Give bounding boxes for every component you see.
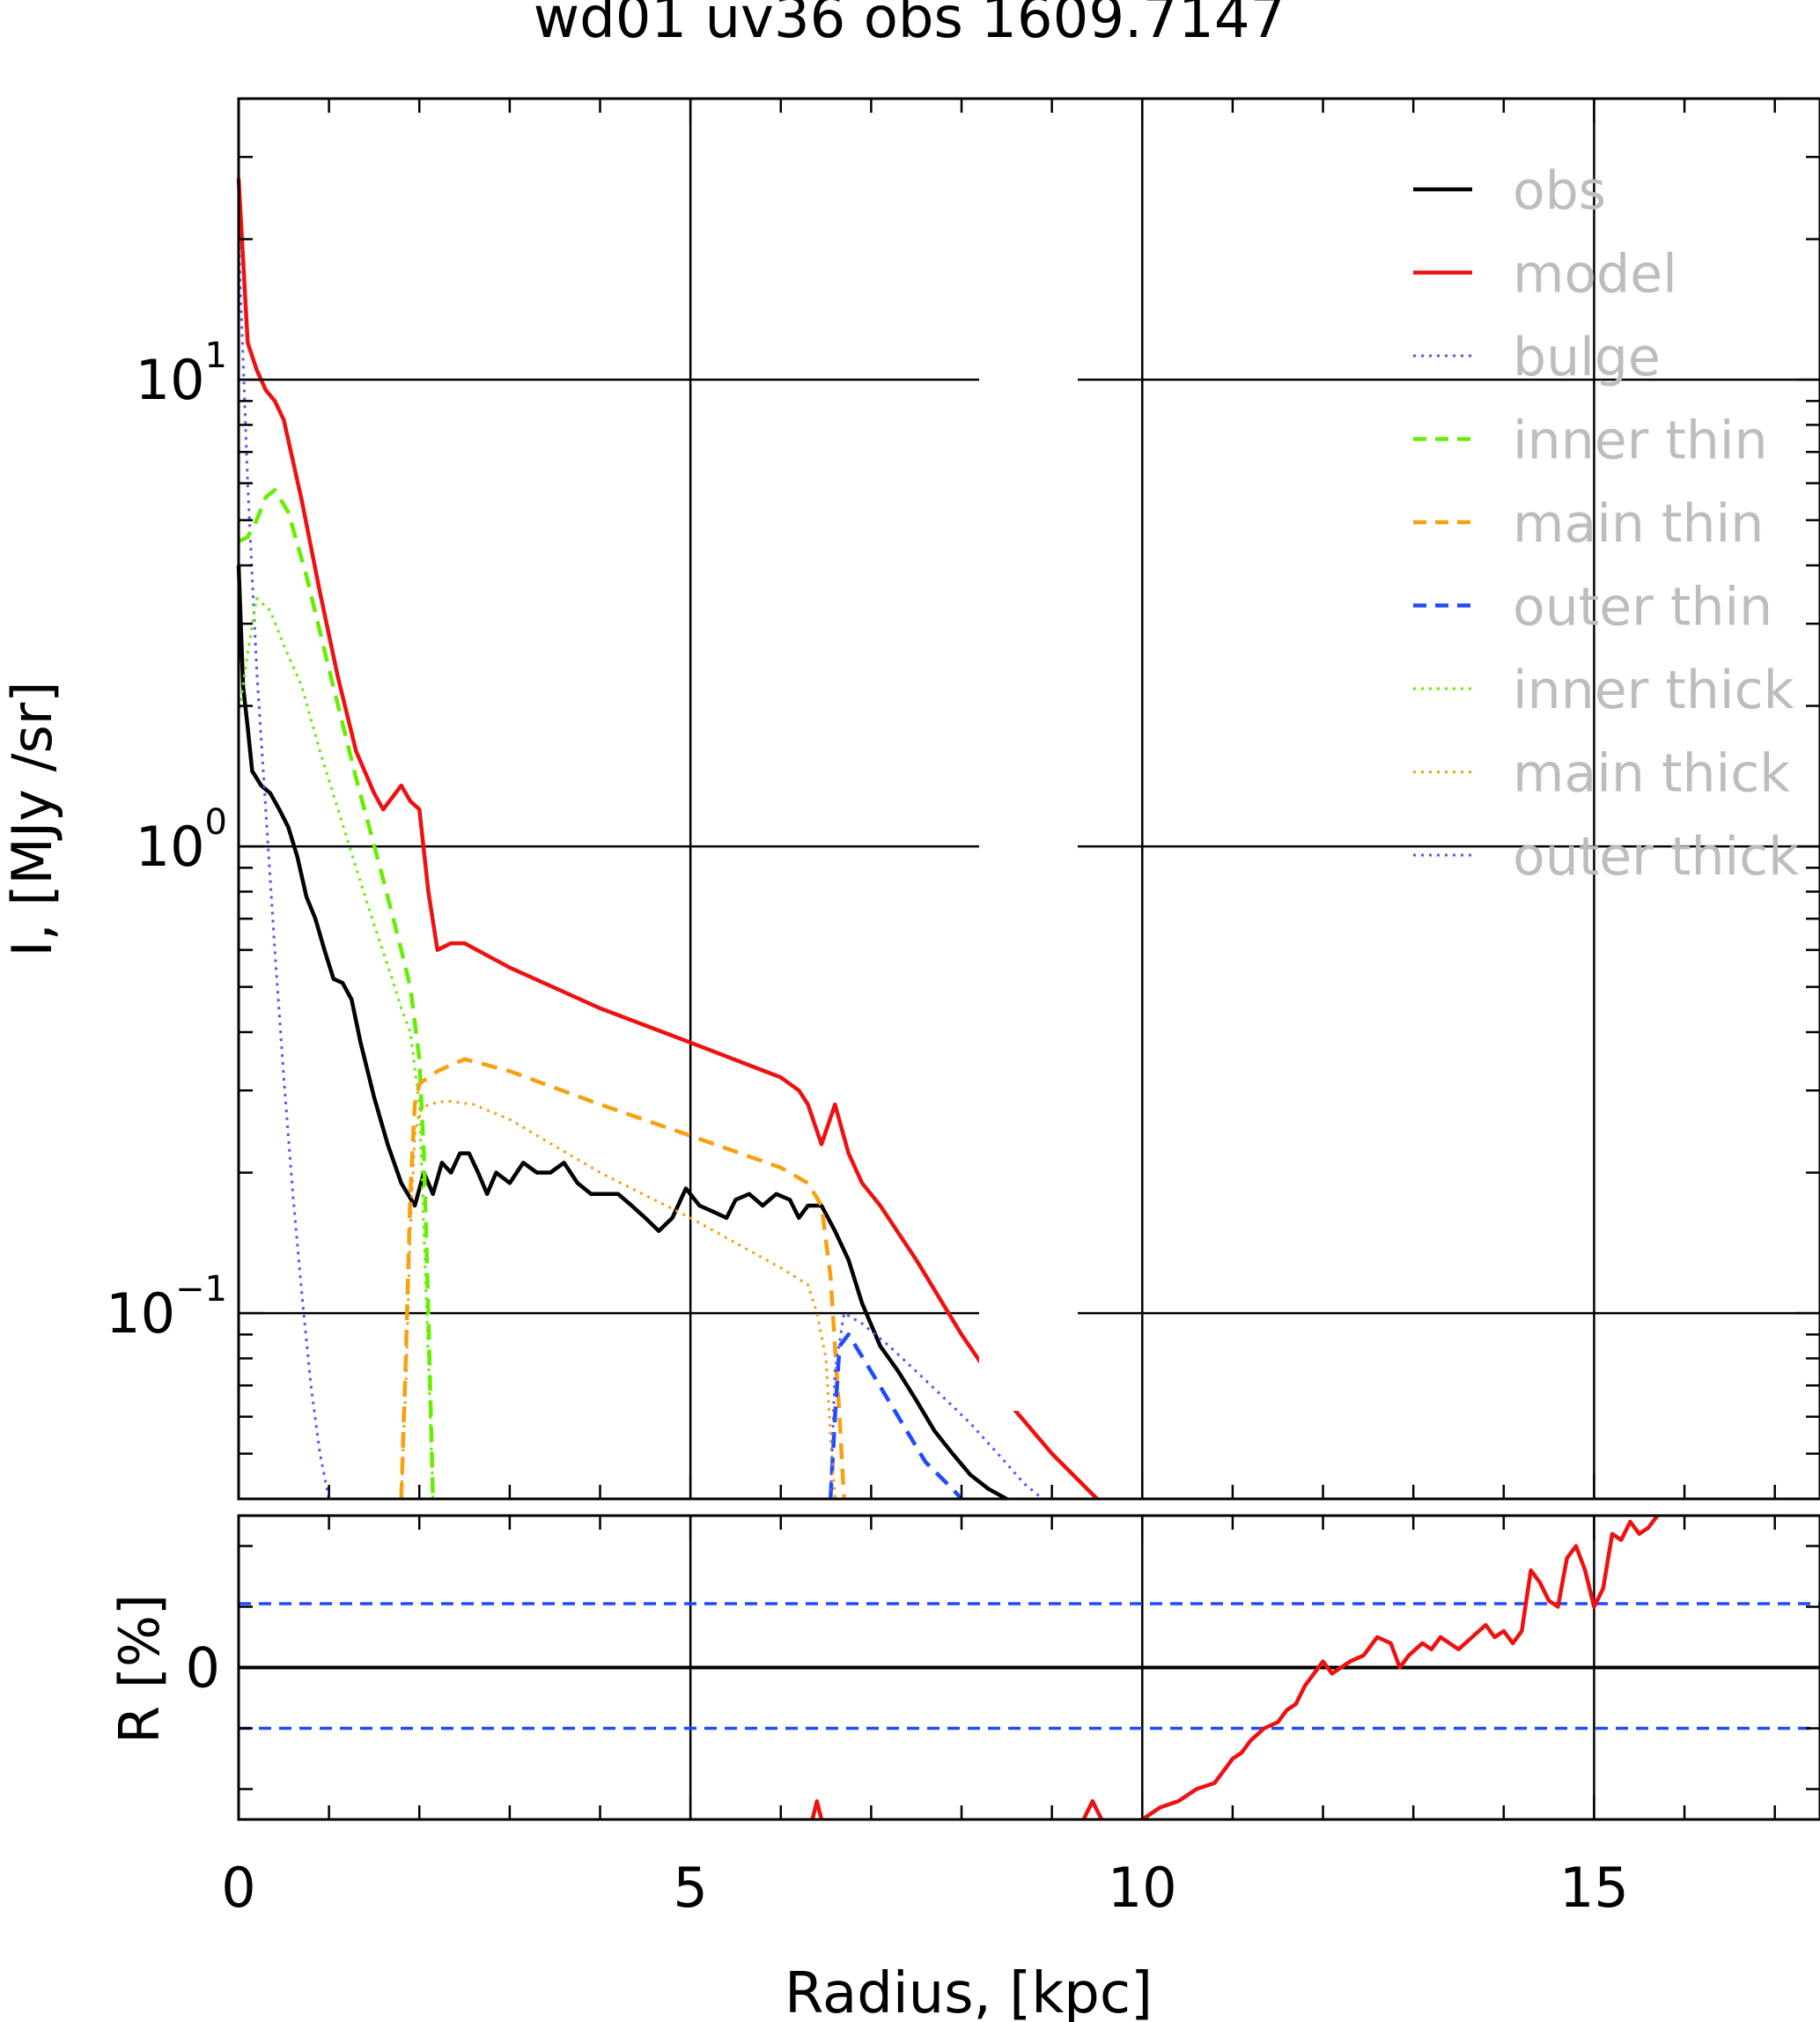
x-tick-label-2: 10 xyxy=(1108,1856,1177,1920)
series-line-main-thin xyxy=(399,1057,846,1500)
x-axis-label: Radius, [kpc] xyxy=(785,1961,1153,2022)
bottom-y-axis-label: R [%] xyxy=(107,1594,172,1744)
series-line-main-thick xyxy=(400,1099,836,1500)
legend-gap xyxy=(979,335,1078,1411)
legend-label-inner-thick: inner thick xyxy=(1513,660,1794,721)
top-panel-series xyxy=(236,178,1099,1501)
legend-label-outer-thick: outer thick xyxy=(1513,826,1799,888)
x-tick-label-1: 5 xyxy=(673,1856,707,1920)
x-tick-labels: 0 5 10 15 xyxy=(221,1856,1629,1920)
series-line-outer-thin xyxy=(828,1332,963,1501)
series-line-inner-thin xyxy=(238,488,435,1500)
series-line-model xyxy=(236,178,1099,1501)
series-line-obs xyxy=(236,565,1008,1501)
legend-label-bulge: bulge xyxy=(1513,327,1661,388)
legend-label-obs: obs xyxy=(1513,160,1606,222)
legend-label-outer-thin: outer thin xyxy=(1513,577,1772,638)
top-y-tick-label-1: 100 xyxy=(136,802,227,879)
bottom-panel-frame xyxy=(237,1514,1820,1821)
top-panel-ticks xyxy=(237,97,1820,1501)
top-panel-y-tick-labels: 101 100 10−1 xyxy=(106,336,227,1346)
bottom-panel-ticks xyxy=(237,1516,1820,1819)
top-panel-frame xyxy=(237,97,1820,1501)
bottom-panel-y-tick-labels: 0 xyxy=(186,1636,220,1701)
legend-label-inner-thin: inner thin xyxy=(1513,410,1768,472)
x-tick-label-3: 15 xyxy=(1559,1856,1629,1920)
top-y-axis-label: I, [MJy /sr] xyxy=(0,682,64,957)
series-line-outer-thick xyxy=(829,1311,1044,1501)
top-y-tick-label-2: 10−1 xyxy=(106,1269,227,1346)
residual-line-segment-2 xyxy=(1141,1516,1660,1819)
legend-label-main-thick: main thick xyxy=(1513,743,1790,805)
residual-line-segment-1 xyxy=(1081,1799,1104,1819)
x-tick-label-0: 0 xyxy=(221,1856,255,1920)
legend-label-main-thin: main thin xyxy=(1513,493,1764,555)
bottom-panel-series xyxy=(810,1516,1660,1819)
legend-label-model: model xyxy=(1513,244,1677,306)
chart-title: wd01 uv36 obs 1609.7147 xyxy=(534,0,1286,51)
residual-line-segment-0 xyxy=(810,1799,824,1819)
top-y-tick-label-0: 101 xyxy=(136,336,227,412)
legend: obs model bulge inner thin main thin outer th… xyxy=(1413,160,1799,888)
bottom-y-tick-label-0: 0 xyxy=(186,1636,220,1701)
